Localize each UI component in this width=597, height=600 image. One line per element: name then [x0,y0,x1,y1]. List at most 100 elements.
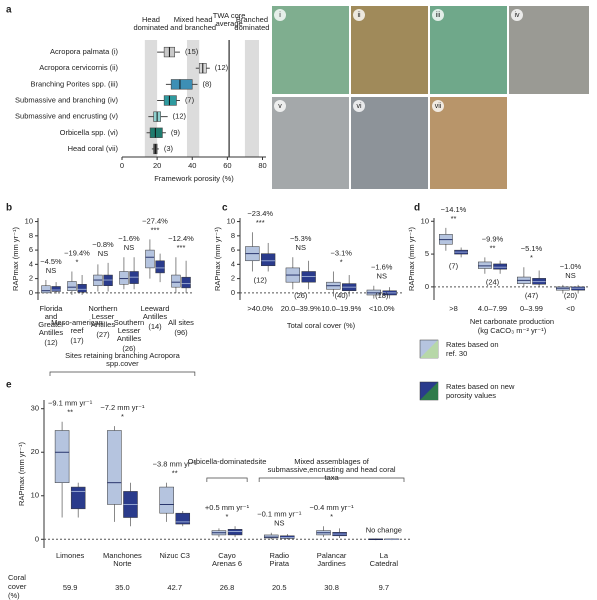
change-label: −7.2 mm yr⁻¹ [100,403,145,412]
y-axis-label: RAPmax (mm yr⁻¹) [213,227,222,291]
significance-label: NS [274,519,284,528]
count-label: (27) [96,330,110,339]
category-label: La Catedral [370,551,399,568]
change-label: −1.6% [118,234,140,243]
region-band [144,40,158,157]
region-band [244,40,259,157]
photo [430,6,507,94]
category-label: >8 [449,304,458,313]
change-label: −1.0% [560,262,582,271]
significance-label: NS [377,272,387,281]
change-label: −3.1% [331,248,353,257]
significance-label: * [226,512,229,521]
y-tick-label: 5 [425,249,429,258]
category-label: Head coral (vii) [68,144,119,153]
photo-label-badge [432,100,444,112]
category-label: Orbicella spp. (vi) [60,128,119,137]
photo-label: i [279,12,281,19]
significance-label: NS [124,243,134,252]
change-label: −1.6% [371,263,393,272]
box [171,274,181,288]
category-label: Southern Lesser Antilles [114,318,144,343]
legend-swatch-half [420,382,438,400]
change-label: −4.5% [40,257,62,266]
count-label: (96) [174,328,188,337]
photos [272,6,589,189]
x-axis-label: Total coral cover (%) [287,321,356,330]
coral-cover-value: 30.8 [324,583,339,592]
significance-label: ** [172,469,178,478]
change-label: −23.4% [247,209,273,218]
significance-label: * [121,412,124,421]
coral-cover-value: 42.7 [167,583,182,592]
x-tick-label: 40 [188,161,196,170]
photo-label-badge [353,100,365,112]
y-tick-label: 10 [31,491,39,500]
box [170,79,193,90]
significance-label: * [340,257,343,266]
region-band [186,40,200,157]
box [145,249,155,269]
significance-label: ** [451,214,457,223]
y-tick-label: 0 [35,534,39,543]
box [159,486,174,514]
change-label: −14.1% [441,205,467,214]
change-label: −0.4 mm yr⁻¹ [309,503,354,512]
count-label: (7) [449,261,459,270]
change-label: No change [366,525,402,534]
category-label: Nizuc C3 [159,551,189,560]
x-axis-label: Net carbonate production (kg CaCO₃ m⁻² yr… [470,317,554,335]
legend-swatch-half [420,340,438,358]
count-label: (24) [486,278,500,287]
panel-label: c [222,203,228,214]
group-label: Sites retaining branching Acropora spp.co… [65,351,180,368]
box [175,512,191,525]
legend-label: Rates based on new porosity values [446,382,515,400]
y-tick-label: 4 [29,259,33,268]
significance-label: ** [490,243,496,252]
category-label: All sites [168,318,194,327]
coral-cover-value: 9.7 [379,583,389,592]
box [261,253,276,267]
category-label: Acropora palmata (i) [50,47,118,56]
significance-label: NS [98,249,108,258]
category-label: Leeward Antilles [141,304,170,321]
x-tick-label: 0 [120,161,124,170]
change-label: −3.8 mm yr⁻¹ [153,460,198,469]
x-tick-label: 80 [258,161,266,170]
category-label: Cayo Arenas 6 [212,551,242,568]
change-label: +0.5 mm yr⁻¹ [205,503,250,512]
coral-cover-value: 59.9 [63,583,78,592]
box [155,260,165,274]
box [54,430,70,483]
legend-label: Rates based on ref. 30 [446,340,499,358]
x-axis-label: Framework porosity (%) [154,174,234,183]
category-label: Limones [56,551,85,560]
count-label: (47) [525,291,539,300]
category-label: 4.0–7.99 [478,304,507,313]
y-tick-label: 2 [231,274,235,283]
y-tick-label: 10 [25,217,33,226]
box [227,529,243,536]
photo-label: vi [356,103,362,110]
coral-cover-value: 26.8 [220,583,235,592]
photo-label-badge [511,9,523,21]
count-label: (9) [171,128,181,137]
significance-label: NS [46,266,56,275]
category-label: Manchones Norte [103,551,142,568]
coral-cover-label: Coral cover (%) [8,573,27,600]
photo-label: iii [436,12,441,19]
box [477,261,492,269]
category-label: Meso-american reef [51,318,103,335]
y-tick-label: 20 [31,447,39,456]
photo [509,6,589,94]
significance-label: *** [177,243,186,252]
y-tick-label: 4 [231,259,235,268]
y-tick-label: 10 [227,217,235,226]
box [181,276,191,289]
y-tick-label: 10 [421,216,429,225]
category-label: 20.0–39.9% [281,304,321,313]
box [51,286,61,292]
count-label: (12) [173,112,187,121]
count-label: (17) [70,336,84,345]
